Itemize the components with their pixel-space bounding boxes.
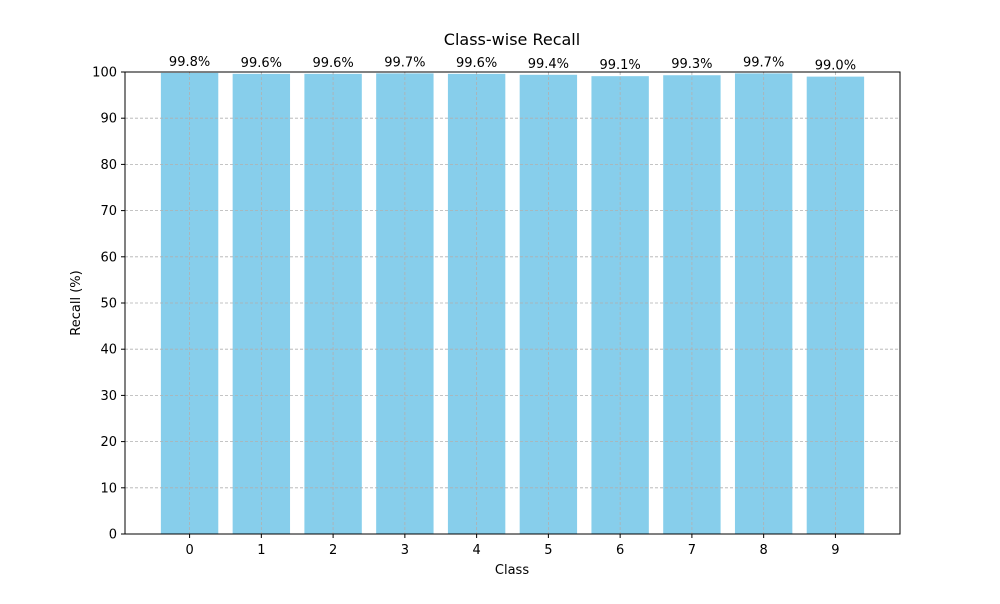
x-tick-label: 7 xyxy=(688,543,696,558)
x-tick-label: 4 xyxy=(472,543,480,558)
x-tick-label: 6 xyxy=(616,543,624,558)
axes: 0 10 20 30 40 50 60 70 80 90 100 0 1 2 3 4 5 6 7 8 9 xyxy=(92,66,901,558)
y-tick-label: 20 xyxy=(100,435,117,450)
y-tick-label: 0 xyxy=(109,528,117,543)
x-tick-label: 3 xyxy=(401,543,409,558)
data-label-class-1: 99.6% xyxy=(241,56,282,71)
data-label-class-4: 99.6% xyxy=(456,56,497,71)
plot-frame xyxy=(124,71,901,535)
x-tick-label: 9 xyxy=(831,543,839,558)
chart-title: Class-wise Recall xyxy=(444,30,580,49)
y-tick-label: 100 xyxy=(92,66,117,81)
x-tick-label: 0 xyxy=(185,543,193,558)
x-tick-label: 2 xyxy=(329,543,337,558)
y-tick-label: 70 xyxy=(100,204,117,219)
y-axis-label: Recall (%) xyxy=(69,270,84,335)
data-label-class-8: 99.7% xyxy=(743,55,784,70)
y-tick-label: 90 xyxy=(100,112,117,127)
data-label-class-2: 99.6% xyxy=(312,56,353,71)
y-tick-label: 10 xyxy=(100,481,117,496)
data-label-class-6: 99.1% xyxy=(599,58,640,73)
grid-lines xyxy=(125,71,900,535)
y-tick-label: 30 xyxy=(100,389,117,404)
y-tick-label: 40 xyxy=(100,343,117,358)
bars xyxy=(160,72,865,535)
data-label-class-5: 99.4% xyxy=(528,57,569,72)
data-labels: 99.8% 99.6% 99.6% 99.7% 99.6% 99.4% 99.1% 99.3%… xyxy=(169,55,856,74)
x-axis-label: Class xyxy=(495,563,529,578)
data-label-class-0: 99.8% xyxy=(169,55,210,70)
y-tick-label: 60 xyxy=(100,250,117,265)
x-tick-label: 8 xyxy=(760,543,768,558)
data-label-class-7: 99.3% xyxy=(671,57,712,72)
x-tick-label: 5 xyxy=(544,543,552,558)
bar-class-9 xyxy=(806,76,865,535)
x-tick-label: 1 xyxy=(257,543,265,558)
data-label-class-9: 99.0% xyxy=(815,59,856,74)
data-label-class-3: 99.7% xyxy=(384,55,425,70)
y-tick-label: 50 xyxy=(100,297,117,312)
y-tick-label: 80 xyxy=(100,158,117,173)
